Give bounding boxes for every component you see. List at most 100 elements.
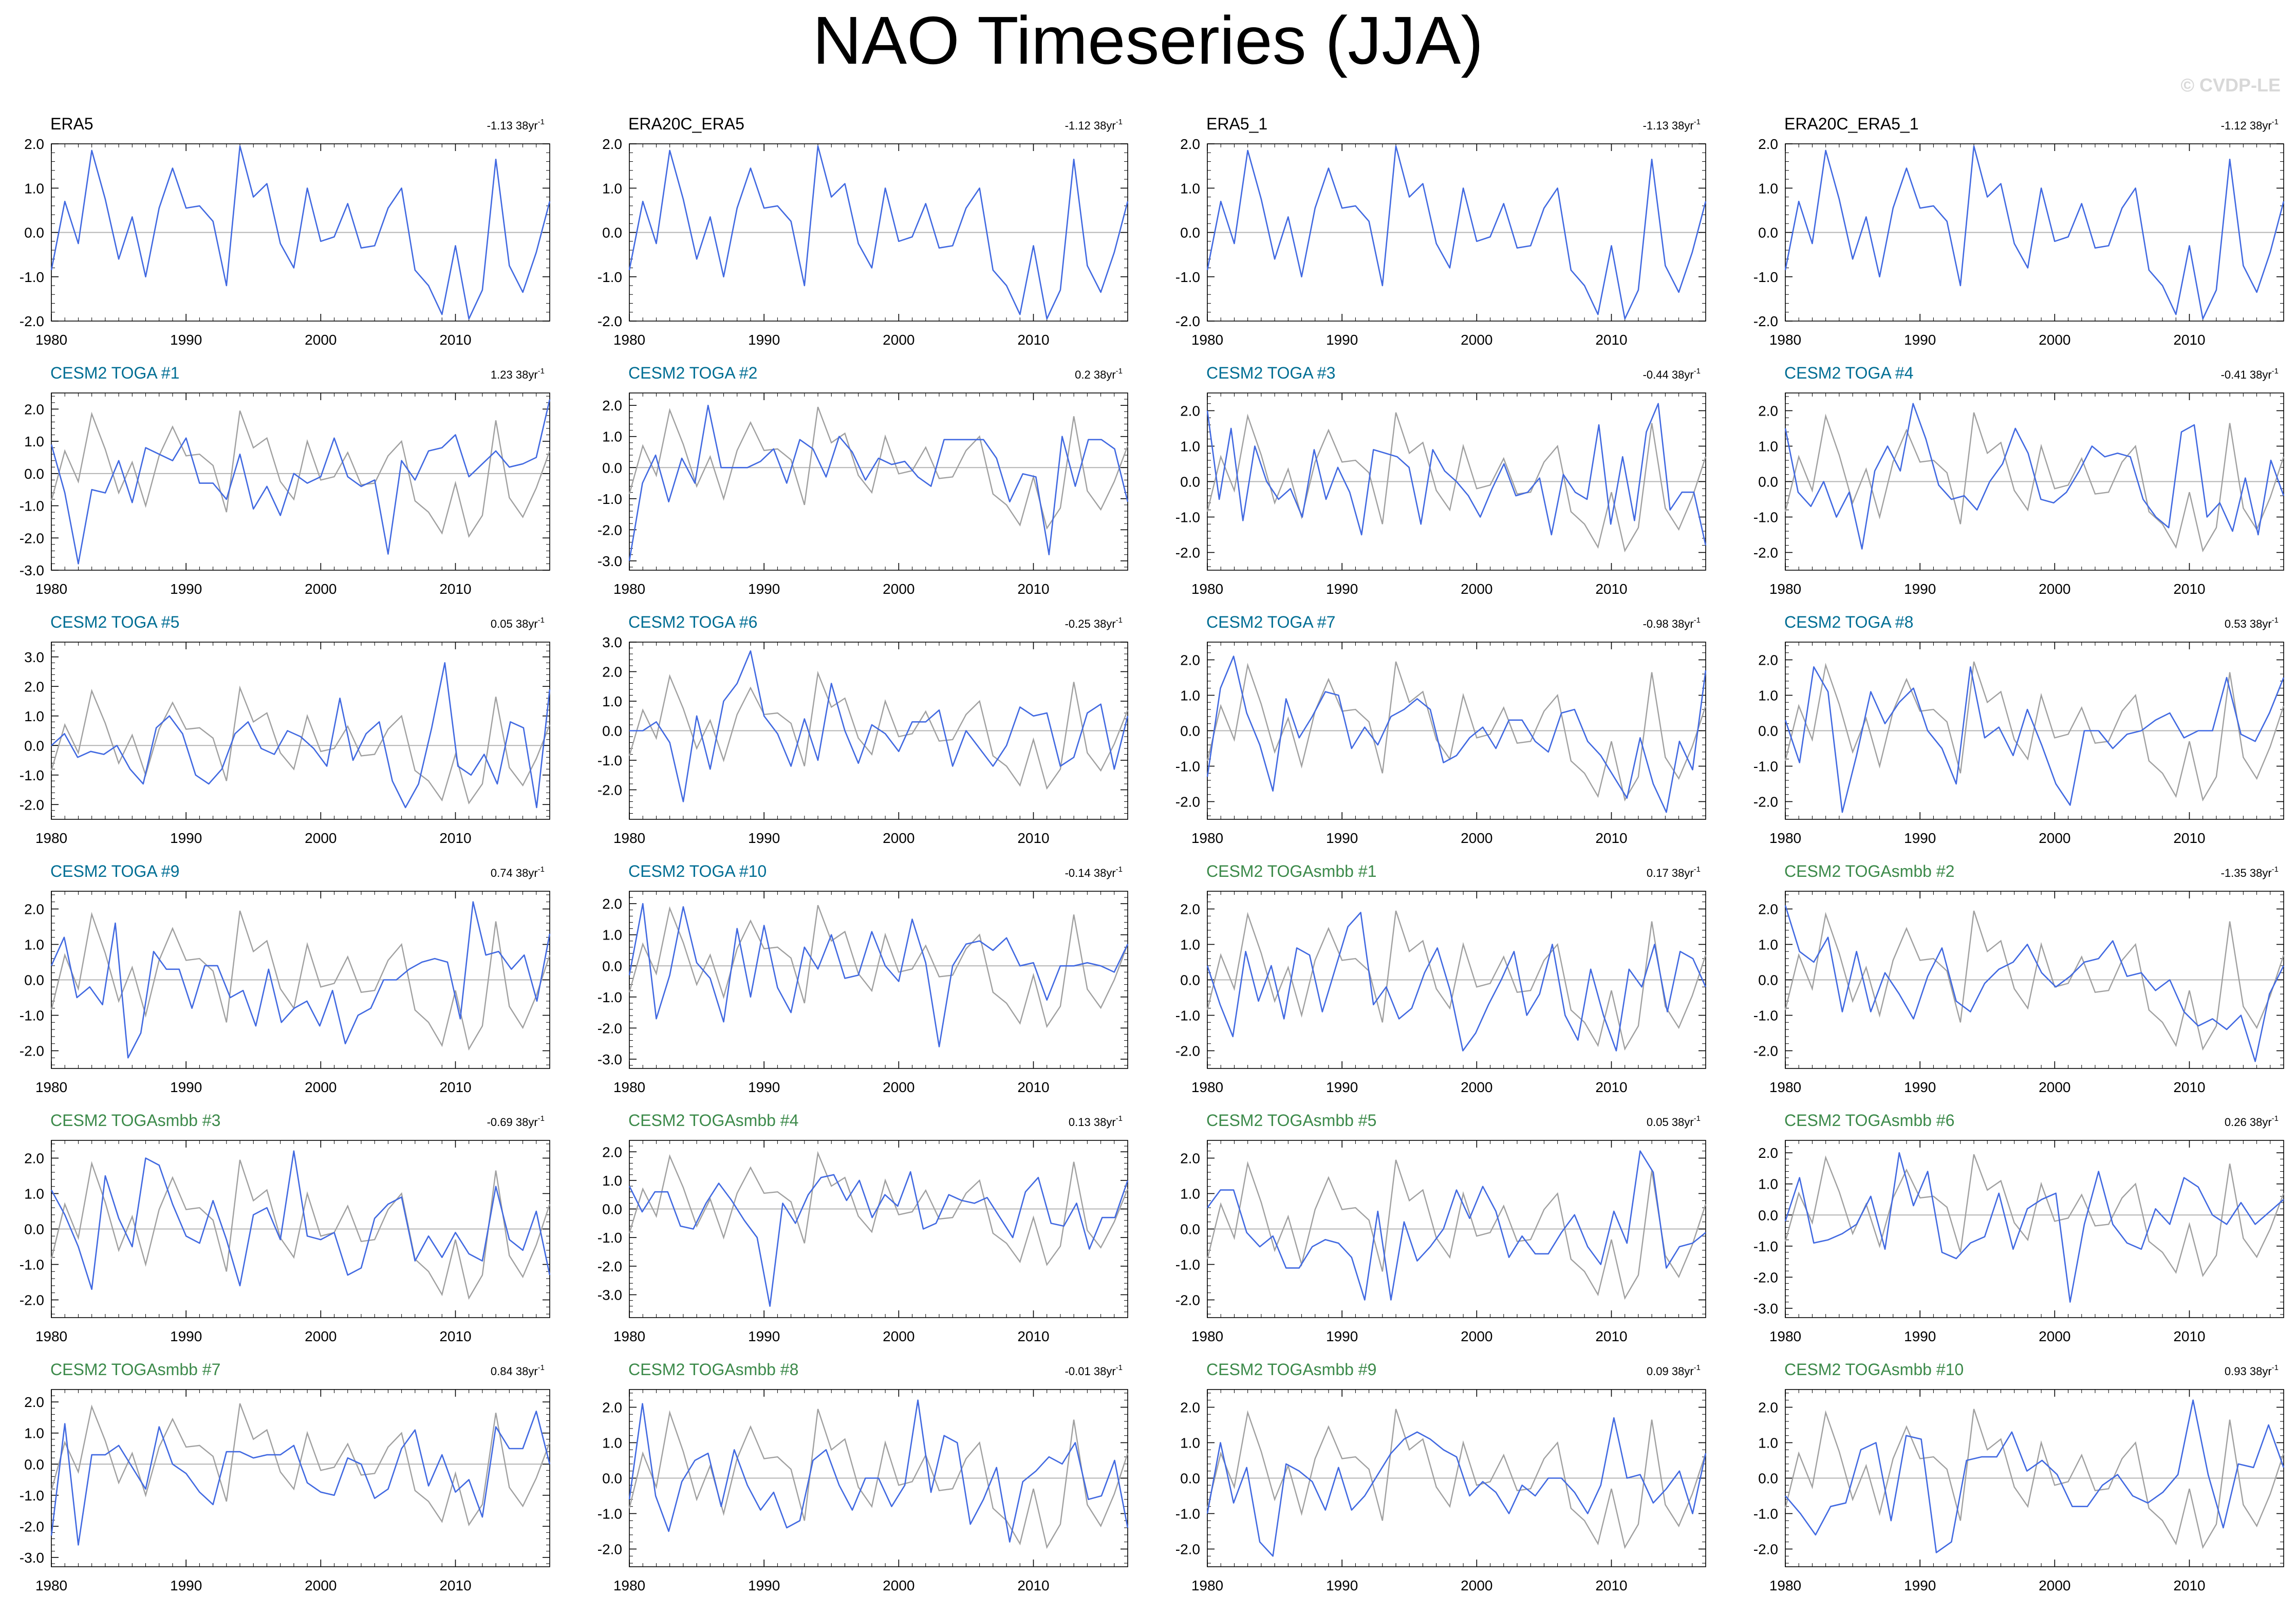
- panel-title: CESM2 TOGAsmbb #4: [628, 1111, 798, 1130]
- y-tick-label: -3.0: [20, 1550, 44, 1566]
- x-tick-label: 2000: [1461, 332, 1492, 348]
- y-tick-label: -2.0: [598, 1020, 622, 1036]
- x-tick-label: 2000: [883, 1079, 914, 1095]
- nao-panel: CESM2 TOGA #2 0.2 38yr-1 -3.0 -2.0 -1.0 0.0 1.…: [598, 364, 1129, 597]
- trend-label: 0.74 38yr-1: [491, 865, 545, 879]
- nao-panel: CESM2 TOGAsmbb #3 -0.69 38yr-1 -2.0 -1.0 0.0…: [20, 1111, 551, 1344]
- nao-panel: CESM2 TOGA #1 1.23 38yr-1 -3.0 -2.0 -1.0 0.0 1…: [20, 364, 551, 597]
- x-tick-label: 2010: [2173, 1578, 2205, 1593]
- x-tick-label: 2010: [1017, 332, 1049, 348]
- y-tick-label: 0.0: [24, 972, 44, 988]
- x-tick-label: 1990: [170, 1328, 202, 1344]
- x-tick-label: 2000: [305, 1578, 337, 1593]
- y-tick-label: -1.0: [1175, 269, 1200, 285]
- x-tick-label: 1990: [1326, 830, 1358, 846]
- y-tick-label: -2.0: [598, 1259, 622, 1274]
- y-tick-label: 2.0: [1758, 902, 1778, 917]
- y-tick-label: -1.0: [1175, 1008, 1200, 1024]
- nao-panel: CESM2 TOGAsmbb #9 0.09 38yr-1 -2.0 -1.0 0.0 1…: [1175, 1360, 1707, 1593]
- y-tick-label: 1.0: [1758, 688, 1778, 704]
- x-tick-label: 2000: [305, 830, 337, 846]
- panel-title: CESM2 TOGA #6: [628, 613, 757, 631]
- obs-series-line: [50, 1159, 551, 1300]
- x-tick-label: 1990: [748, 1328, 780, 1344]
- nao-series-line: [50, 399, 551, 565]
- x-tick-label: 1980: [1769, 1079, 1801, 1095]
- y-tick-label: 1.0: [24, 1425, 44, 1441]
- nao-series-line: [629, 650, 1129, 802]
- y-tick-label: 0.0: [1180, 1222, 1200, 1237]
- y-tick-label: 2.0: [602, 896, 622, 912]
- x-tick-label: 1980: [1769, 581, 1801, 597]
- x-tick-label: 1990: [1326, 1578, 1358, 1593]
- nao-series-line: [1785, 1399, 2285, 1553]
- obs-series-line: [50, 685, 551, 805]
- y-tick-label: 2.0: [1180, 136, 1200, 152]
- obs-series-line: [628, 406, 1129, 530]
- y-tick-label: -1.0: [598, 1230, 622, 1246]
- y-tick-label: 0.0: [602, 958, 622, 974]
- x-tick-label: 2000: [1461, 1578, 1492, 1593]
- nao-panel: CESM2 TOGAsmbb #10 0.93 38yr-1 -2.0 -1.0 0.0…: [1753, 1360, 2285, 1593]
- x-tick-label: 1990: [1904, 830, 1936, 846]
- nao-series-line: [1784, 145, 2285, 320]
- y-tick-label: -1.0: [1753, 269, 1778, 285]
- y-tick-label: -1.0: [598, 269, 622, 285]
- x-tick-label: 1990: [170, 332, 202, 348]
- panel-title: CESM2 TOGAsmbb #7: [50, 1360, 220, 1379]
- panel-title: CESM2 TOGAsmbb #2: [1784, 862, 1954, 880]
- x-tick-label: 1980: [35, 332, 67, 348]
- y-tick-label: 1.0: [1758, 180, 1778, 196]
- x-tick-label: 2010: [439, 1578, 471, 1593]
- trend-label: 0.05 38yr-1: [1647, 1114, 1701, 1129]
- x-tick-label: 2000: [305, 1328, 337, 1344]
- trend-label: 0.26 38yr-1: [2225, 1114, 2279, 1129]
- nao-panel: CESM2 TOGAsmbb #4 0.13 38yr-1 -3.0 -2.0 -1.0…: [598, 1111, 1129, 1344]
- y-tick-label: 0.0: [602, 723, 622, 739]
- y-tick-label: -2.0: [598, 1542, 622, 1557]
- y-tick-label: 0.0: [1180, 1471, 1200, 1487]
- y-tick-label: 1.0: [24, 434, 44, 449]
- x-tick-label: 1980: [1191, 1328, 1223, 1344]
- y-tick-label: 2.0: [24, 679, 44, 695]
- obs-series-line: [1206, 1159, 1707, 1300]
- obs-series-line: [1206, 1409, 1707, 1549]
- nao-series-line: [628, 903, 1129, 1047]
- y-tick-label: -2.0: [1175, 794, 1200, 810]
- x-tick-label: 1980: [613, 1328, 645, 1344]
- x-tick-label: 1990: [748, 830, 780, 846]
- y-tick-label: 0.0: [602, 460, 622, 476]
- x-tick-label: 2010: [1595, 830, 1627, 846]
- nao-series-line: [1784, 666, 2285, 813]
- y-tick-label: -3.0: [20, 562, 44, 578]
- y-tick-label: -1.0: [1175, 1257, 1200, 1273]
- panel-title: CESM2 TOGA #8: [1784, 613, 1913, 631]
- x-tick-label: 2000: [883, 332, 914, 348]
- nao-panel: CESM2 TOGA #10 -0.14 38yr-1 -3.0 -2.0 -1.0 0.…: [598, 862, 1129, 1095]
- nao-series-line: [628, 1171, 1129, 1307]
- x-tick-label: 1990: [1904, 1328, 1936, 1344]
- nao-series-line: [1206, 145, 1707, 320]
- nao-series-line: [1206, 1417, 1707, 1557]
- x-tick-label: 1990: [170, 830, 202, 846]
- panel-title: CESM2 TOGA #4: [1784, 364, 1913, 382]
- panel-title: CESM2 TOGAsmbb #10: [1784, 1360, 1964, 1379]
- y-tick-label: 0.0: [24, 1222, 44, 1237]
- x-tick-label: 2000: [2039, 332, 2070, 348]
- x-tick-label: 1990: [748, 1079, 780, 1095]
- panel-title: CESM2 TOGAsmbb #9: [1206, 1360, 1376, 1379]
- x-tick-label: 1990: [1904, 1079, 1936, 1095]
- obs-series-line: [1784, 1154, 2285, 1278]
- y-tick-label: 0.0: [1758, 1471, 1778, 1487]
- x-tick-label: 2010: [1017, 1328, 1049, 1344]
- x-tick-label: 1980: [35, 830, 67, 846]
- y-tick-label: 1.0: [24, 1186, 44, 1202]
- y-tick-label: -1.0: [598, 753, 622, 768]
- y-tick-label: -2.0: [1175, 313, 1200, 329]
- obs-series-line: [628, 905, 1129, 1028]
- y-tick-label: 1.0: [602, 180, 622, 196]
- x-tick-label: 1990: [748, 332, 780, 348]
- nao-panel: CESM2 TOGA #9 0.74 38yr-1 -2.0 -1.0 0.0 1.0 2.…: [20, 862, 551, 1095]
- trend-label: 0.2 38yr-1: [1075, 367, 1123, 381]
- obs-series-line: [1784, 1409, 2285, 1549]
